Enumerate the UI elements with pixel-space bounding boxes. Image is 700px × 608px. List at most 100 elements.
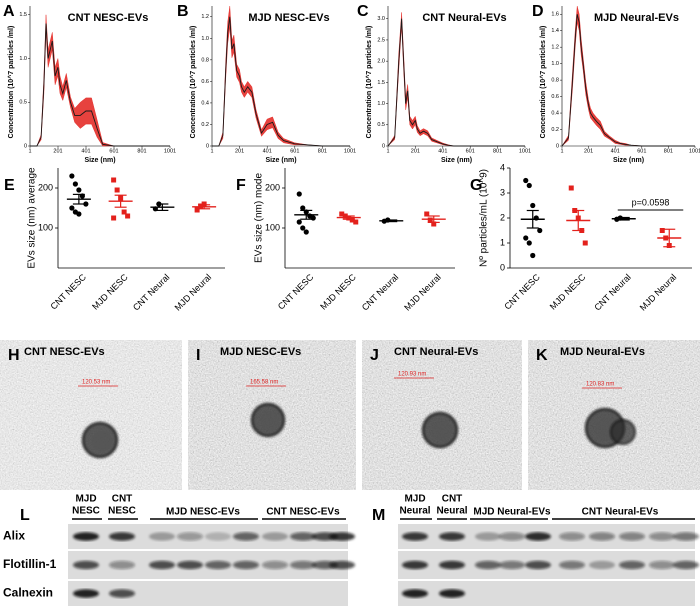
x-tick-label: 1 [28,148,31,154]
x-tick-label: 201 [235,148,244,154]
panel-letter: M [372,507,385,524]
y-tick-label: 3.0 [377,16,385,22]
blot-band [149,532,175,541]
blot-band [329,532,355,541]
x-tick-label: 401 [611,148,620,154]
y-tick-label: 0.6 [551,94,559,100]
x-tick-label: 801 [137,148,146,154]
data-point [537,227,543,234]
em-micrograph [0,340,182,490]
y-tick-label: 1.0 [551,61,559,67]
panel-letter: B [177,3,189,20]
blot-band [73,560,99,570]
data-point [111,177,117,183]
x-tick-label: 201 [53,148,62,154]
x-tick-label: 1001 [519,148,531,154]
blot-band [589,560,615,570]
y-axis-label: Concentration (10^7 particles /ml) [7,26,15,139]
em-title: CNT Neural-EVs [394,346,478,358]
data-point [201,201,207,207]
data-point [111,215,117,221]
scale-label: 120.83 nm [586,382,614,388]
x-tick-label: 1 [386,148,389,154]
x-axis-label: Size (nm) [441,157,472,164]
em-title: CNT NESC-EVs [24,346,105,358]
y-tick-label: 0 [500,262,505,272]
x-axis-label: Size (nm) [265,157,296,164]
blot-band [649,560,675,570]
data-point [431,221,437,227]
panel-letter: E [4,177,15,194]
data-point [72,181,78,187]
blot-band [109,560,135,570]
blot-band [525,532,551,541]
blot-band [589,532,615,541]
blot-band [290,560,316,570]
panel-title: MJD NESC-EVs [248,12,329,24]
x-tick-label: 1001 [344,148,356,154]
blot-band [649,532,675,541]
y-tick-label: 200 [38,182,53,192]
y-tick-label: 1 [500,237,505,247]
data-point [582,240,588,246]
y-axis-label: Nº particles/mL (10^9) [479,169,490,267]
data-point [76,187,82,193]
vesicle [610,419,636,445]
blot-band [559,532,585,541]
y-axis-label: Concentration (10^7 particles /ml) [365,26,373,139]
x-axis-label: Size (nm) [84,157,115,164]
blot-band [233,560,259,570]
data-point [296,191,302,197]
y-tick-label: 1.0 [201,36,209,42]
data-point [310,215,316,221]
scale-label: 165.58 nm [250,380,278,386]
blot-band [109,532,135,541]
x-tick-label: 801 [493,148,502,154]
data-point [568,185,574,191]
blot-band [290,532,316,541]
x-tick-label: MJD NESC [90,272,130,312]
mean-line [387,18,525,147]
blot-band [205,560,231,570]
y-tick-label: 0.2 [551,127,559,133]
data-point [83,201,89,207]
blot-band [439,589,465,598]
x-tick-label: 1001 [689,148,700,154]
y-tick-label: 0.2 [201,122,209,128]
x-tick-label: MJD NESC [318,272,358,312]
data-point [69,205,75,211]
y-tick-label: 0.6 [201,79,209,85]
y-tick-label: 1.0 [19,56,27,62]
data-point [523,235,529,241]
data-point [296,219,302,225]
x-tick-label: 601 [466,148,475,154]
x-tick-label: 401 [438,148,447,154]
y-tick-label: 0.5 [19,100,27,106]
y-tick-label: 0 [24,143,27,149]
y-axis-label: EVs size (nm) mode [254,173,265,263]
blot-band [233,532,259,541]
y-axis-label: Concentration (10^7 particles /ml) [189,26,197,139]
data-point [69,173,75,179]
blot-band [499,560,525,570]
sem-band [387,12,525,147]
panel-title: CNT NESC-EVs [68,12,149,24]
blot-band [475,560,501,570]
x-tick-label: 801 [318,148,327,154]
panel-letter: A [3,3,15,20]
x-tick-label: MJD NESC [548,272,588,312]
data-point [424,211,430,217]
blot-band [439,560,465,570]
x-tick-label: MJD Neural [638,272,679,313]
y-tick-label: 2 [500,212,505,222]
data-point [198,203,204,209]
vesicle-core [431,420,453,442]
lane-header: Neural [399,506,430,517]
x-tick-label: 601 [290,148,299,154]
y-axis-label: EVs size (nm) average [27,167,38,269]
lane-header: MJD NESC-EVs [166,507,240,518]
x-tick-label: 801 [664,148,673,154]
blot-band [439,532,465,541]
